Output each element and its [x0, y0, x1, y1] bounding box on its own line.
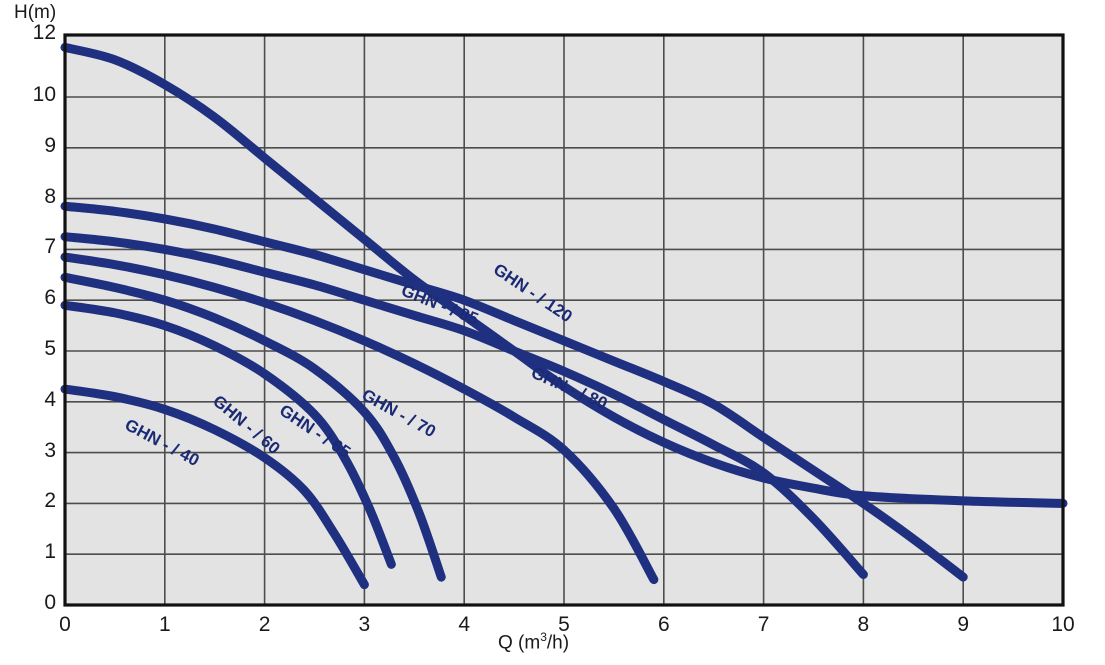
x-tick-label-5: 5 [558, 613, 570, 636]
x-tick-label-7: 7 [757, 613, 770, 636]
x-tick-label-6: 6 [657, 613, 670, 636]
y-tick-label-2: 2 [44, 489, 56, 513]
y-tick-label-7: 7 [44, 235, 56, 259]
x-tick-label-1: 1 [158, 613, 171, 636]
x-tick-label-4: 4 [458, 613, 471, 636]
y-tick-label-8: 8 [44, 184, 56, 208]
x-tick-label-3: 3 [358, 613, 371, 636]
curve-ghn-40 [60, 384, 369, 590]
y-tick-label-6: 6 [44, 286, 56, 310]
x-tick-label-10: 10 [1051, 613, 1075, 636]
x-tick-label-9: 9 [957, 613, 970, 636]
y-tick-label-5: 5 [44, 337, 56, 360]
y-tick-label-10: 10 [32, 83, 56, 106]
y-tick-label-1: 1 [44, 540, 56, 564]
y-tick-label-4: 4 [44, 387, 56, 411]
curve-ghn-65 [60, 272, 446, 582]
x-tick-label-0: 0 [59, 613, 71, 636]
curve-ghn-85 [60, 201, 968, 582]
plot-frame [63, 33, 1065, 607]
y-tick-label-0: 0 [44, 591, 56, 614]
x-tick-label-2: 2 [258, 613, 271, 636]
curve-ghn-60 [60, 300, 396, 569]
x-tick-label-8: 8 [857, 613, 870, 636]
y-tick-label-12: 12 [32, 21, 56, 44]
x-axis-title: Q (m3/h) [498, 630, 570, 654]
y-tick-label-3: 3 [44, 438, 56, 462]
plot-frame-group [63, 33, 1065, 607]
curve-ghn-70 [60, 252, 659, 585]
y-tick-label-9: 9 [44, 133, 56, 157]
curve-ghn-80 [60, 232, 868, 580]
curves-group [60, 42, 1068, 590]
y-axis-title: H(m) [14, 2, 57, 23]
